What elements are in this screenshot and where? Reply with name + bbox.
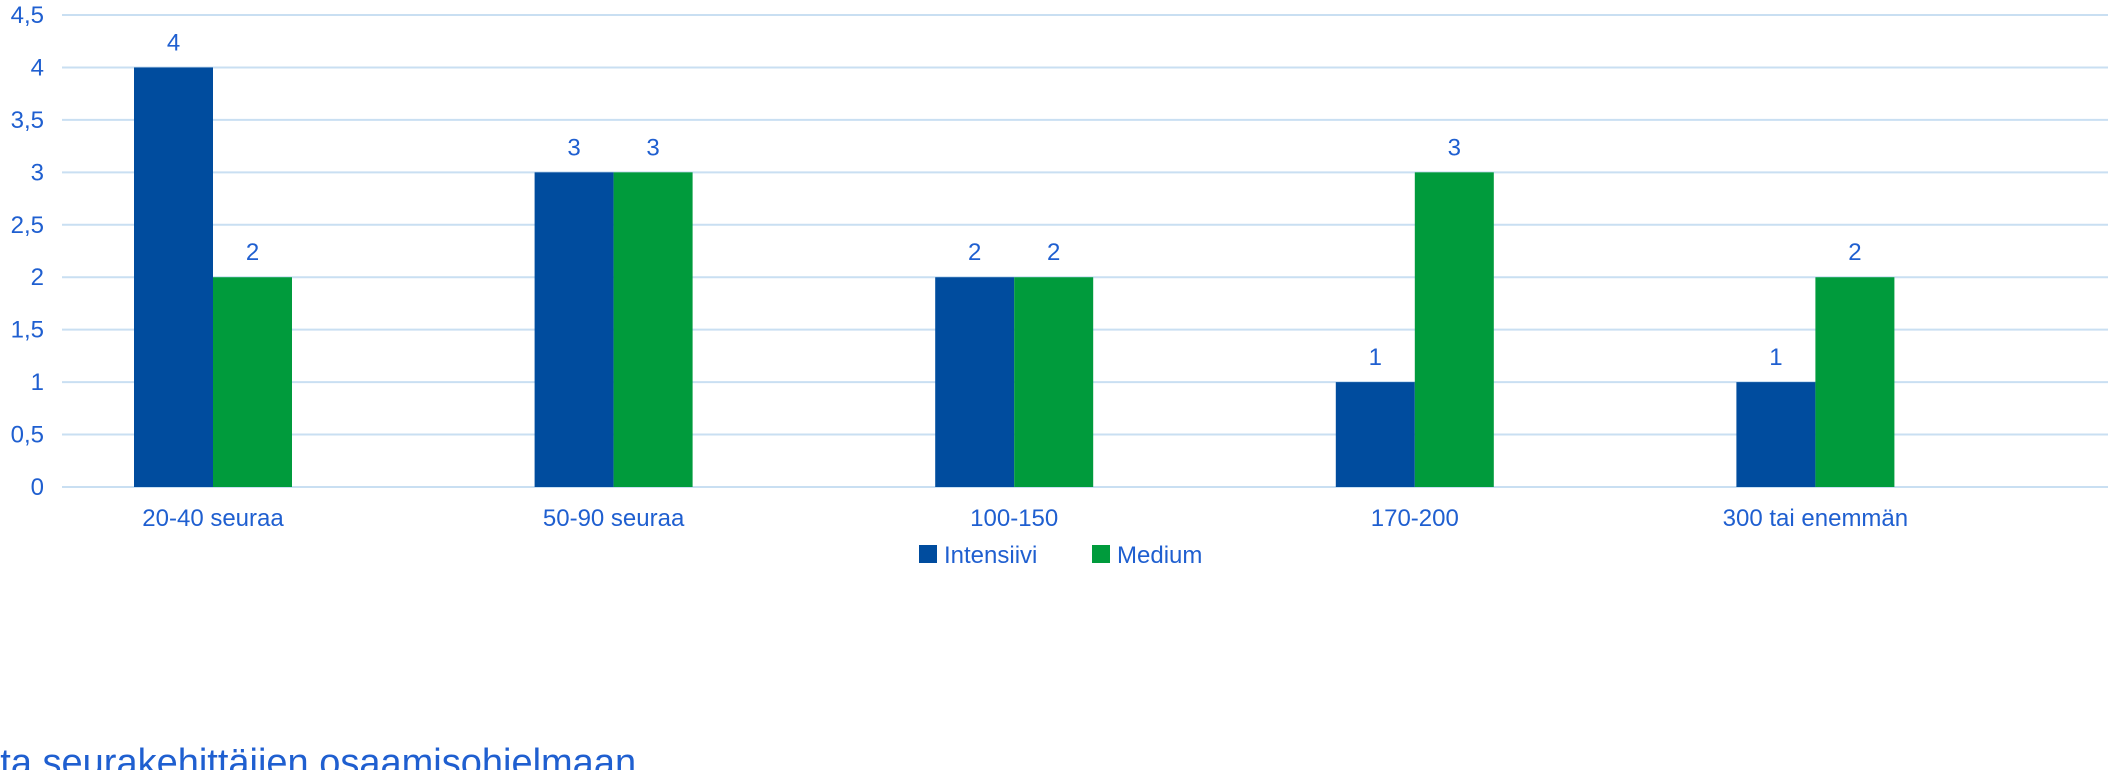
x-tick-label: 300 tai enemmän [1723,505,1908,532]
bar-medium-3 [1414,172,1494,488]
data-label: 2 [1848,239,1861,266]
y-tick-label: 4,5 [11,2,44,29]
bar-intensiivi-4 [1736,382,1816,487]
bar-intensiivi-0 [134,67,213,487]
data-label: 3 [646,134,659,161]
partial-footer-title: uota seurakehittäjien osaamisohjelmaan [0,742,637,770]
legend-label: Medium [1117,542,1202,569]
legend-label: Intensiivi [944,542,1037,569]
x-tick-label: 170-200 [1371,505,1459,532]
data-label: 1 [1769,344,1782,371]
data-label: 1 [1369,344,1382,371]
y-tick-label: 3 [31,159,44,186]
bar-medium-4 [1815,277,1895,487]
y-tick-label: 0,5 [11,422,44,449]
bar-intensiivi-2 [935,277,1015,487]
data-label: 3 [1448,134,1461,161]
legend-swatch [1092,545,1110,563]
y-tick-label: 2 [31,264,44,291]
y-tick-label: 0 [31,474,44,501]
y-tick-label: 1,5 [11,317,44,344]
y-tick-label: 4 [31,54,44,81]
bar-medium-0 [213,277,292,487]
data-label: 2 [246,239,259,266]
bar-medium-1 [613,172,693,488]
data-label: 2 [968,239,981,266]
y-tick-label: 1 [31,369,44,396]
x-tick-label: 100-150 [970,505,1058,532]
data-label: 2 [1047,239,1060,266]
legend-swatch [919,545,937,563]
bar-medium-2 [1014,277,1094,487]
x-tick-label: 50-90 seuraa [543,505,685,532]
bar-intensiivi-3 [1335,382,1415,487]
y-tick-label: 2,5 [11,212,44,239]
bar-intensiivi-1 [534,172,614,488]
data-label: 4 [167,29,180,56]
y-tick-label: 3,5 [11,107,44,134]
data-label: 3 [567,134,580,161]
x-tick-label: 20-40 seuraa [142,505,284,532]
